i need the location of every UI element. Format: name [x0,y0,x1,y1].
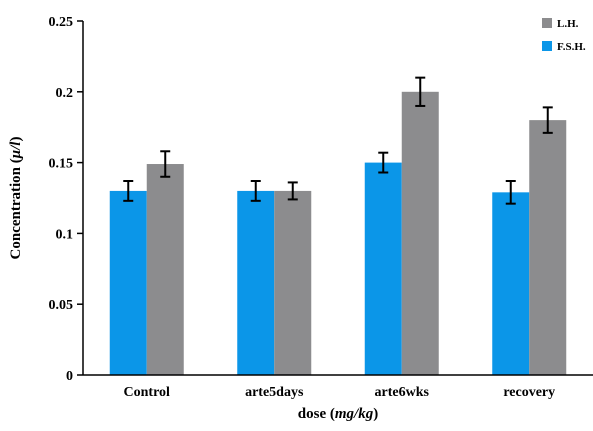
legend-label: L.H. [557,18,579,30]
y-tick-label: 0.05 [49,298,74,313]
y-tick-label: 0.2 [56,86,74,101]
y-axis-label: Concentration (μ/l) [8,137,24,260]
x-tick-label: Control [124,385,171,400]
y-tick-label: 0.15 [49,157,74,172]
error-bars-layer [123,76,553,205]
legend: L.H. F.S.H. [542,18,586,53]
legend-swatch-lh [542,18,552,28]
x-tick-label: arte6wks [375,385,430,400]
y-axis-label-suffix: ) [8,137,24,142]
x-axis-label-unit: mg/kg [335,406,374,422]
legend-label: F.S.H. [557,41,586,53]
y-tick-label: 0.25 [49,15,74,30]
x-tick-label: arte5days [245,385,304,400]
y-axis-label-prefix: Concentration ( [8,158,24,259]
bars-layer [109,91,567,376]
x-tick-label: recovery [503,385,555,400]
x-tick-labels-layer: Control arte5days arte6wks recovery [124,385,556,400]
bar-lh-recovery [529,120,567,376]
bar-fsh-arte6wks [364,162,402,375]
bar-fsh-arte5days [237,190,275,375]
x-axis-label: dose (mg/kg) [298,406,378,422]
y-tick-label: 0.1 [56,227,74,242]
bar-lh-arte5days [274,190,312,375]
x-axis-label-prefix: dose ( [298,406,335,422]
x-axis-label-suffix: ) [373,406,378,422]
bar-fsh-control [109,190,147,375]
y-tick-label: 0 [66,369,73,384]
bar-lh-control [146,164,184,375]
bar-fsh-recovery [492,192,530,375]
bar-lh-arte6wks [401,91,439,376]
y-axis-label-unit: μ/l [8,141,24,160]
y-ticks-layer: 0 0.05 0.1 0.15 0.2 0.25 [49,15,83,384]
legend-swatch-fsh [542,41,552,51]
